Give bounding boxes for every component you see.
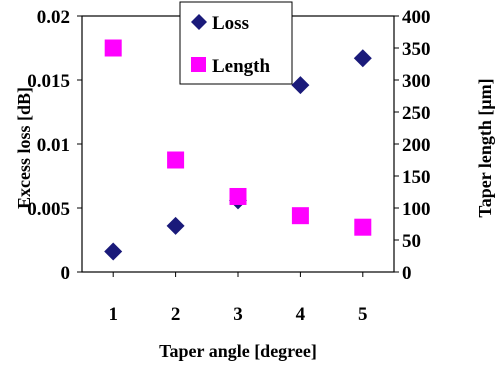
right-y-tick-label: 0 [402, 263, 412, 284]
right-y-tick-label: 300 [402, 71, 431, 92]
right-y-tick-label: 350 [402, 39, 431, 60]
x-tick-label: 4 [296, 304, 306, 325]
left-y-tick-label: 0.01 [37, 135, 70, 156]
x-tick-label: 1 [108, 304, 118, 325]
length-point [229, 187, 247, 205]
loss-point [291, 76, 310, 95]
x-axis-title: Taper angle [degree] [159, 341, 317, 361]
left-y-tick-label: 0.005 [27, 199, 70, 220]
right-y-tick-label: 100 [402, 199, 431, 220]
left-y-tick-label: 0.02 [37, 7, 70, 28]
right-y-tick-label: 400 [402, 7, 431, 28]
x-tick-label: 3 [233, 304, 243, 325]
loss-point [353, 49, 372, 68]
x-tick-label: 2 [171, 304, 181, 325]
legend-loss-label: Loss [212, 13, 249, 34]
left-y-tick-label: 0 [61, 263, 71, 284]
right-y-axis-ticks: 0 50 100 150 200 250 300 350 400 [394, 7, 431, 284]
loss-point [166, 216, 185, 235]
right-y-tick-label: 50 [402, 231, 421, 252]
right-y-tick-label: 150 [402, 167, 431, 188]
right-y-tick-label: 200 [402, 135, 431, 156]
left-y-axis-title: Excess loss [dB] [14, 87, 34, 209]
length-point [354, 218, 372, 236]
legend-length-label: Length [212, 56, 271, 77]
right-y-tick-label: 250 [402, 103, 431, 124]
left-y-axis-ticks: 0 0.005 0.01 0.015 0.02 [27, 7, 82, 284]
length-point [104, 39, 122, 57]
legend-length-marker [191, 57, 206, 72]
right-y-axis-title: Taper length [μm] [475, 78, 495, 217]
length-point [167, 151, 185, 169]
legend: Loss Length [179, 1, 293, 85]
length-point [291, 207, 309, 225]
x-tick-label: 5 [358, 304, 368, 325]
legend-loss-marker [191, 14, 207, 30]
x-axis-ticks: 1 2 3 4 5 [108, 272, 368, 325]
data-marks [104, 39, 372, 261]
loss-point [104, 242, 123, 261]
left-y-tick-label: 0.015 [27, 71, 70, 92]
